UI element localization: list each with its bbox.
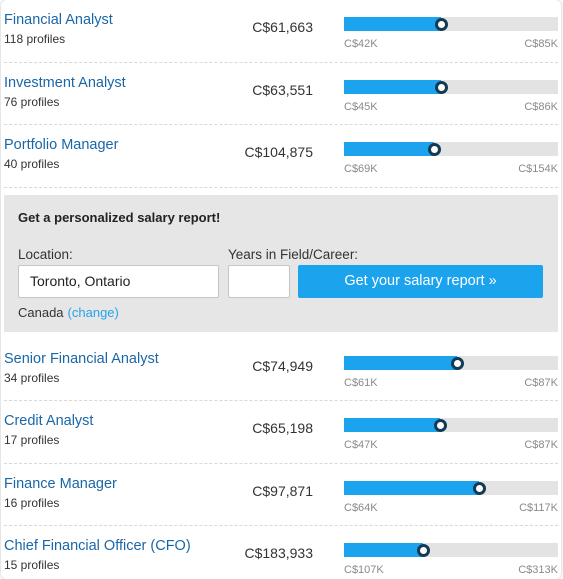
profile-count: 76 profiles: [4, 94, 60, 109]
salary-row: Financial Analyst 118 profiles C$61,663 …: [1, 0, 561, 62]
median-marker: [427, 143, 441, 156]
salary-row: Credit Analyst 17 profiles C$65,198 C$47…: [1, 401, 561, 463]
bottom-rows: Senior Financial Analyst 34 profiles C$7…: [1, 339, 561, 579]
median-salary: C$61,663: [252, 19, 313, 35]
profile-count: 118 profiles: [4, 32, 66, 46]
range-max-label: C$85K: [524, 38, 558, 50]
salary-row: Portfolio Manager 40 profiles C$104,875 …: [1, 125, 561, 187]
job-title-link[interactable]: Financial Analyst: [4, 12, 113, 28]
location-label: Location:: [18, 246, 73, 262]
job-title-link[interactable]: Chief Financial Officer (CFO): [4, 538, 191, 554]
profile-count: 17 profiles: [4, 433, 60, 447]
median-salary: C$97,871: [252, 482, 313, 499]
salary-row: Chief Financial Officer (CFO) 15 profile…: [1, 526, 561, 579]
profile-count: 34 profiles: [4, 370, 60, 385]
years-input[interactable]: [228, 264, 290, 298]
median-marker: [451, 356, 465, 370]
range-min-label: C$64K: [344, 501, 378, 514]
range-min-label: C$45K: [344, 100, 378, 113]
median-marker: [435, 80, 449, 94]
years-label: Years in Field/Career:: [228, 246, 359, 262]
median-marker: [435, 18, 449, 31]
job-title-link[interactable]: Senior Financial Analyst: [4, 350, 159, 367]
median-marker: [417, 544, 431, 557]
salary-range-bar: [344, 17, 558, 31]
salary-row: Senior Financial Analyst 34 profiles C$7…: [1, 339, 561, 401]
range-fill: [344, 418, 441, 432]
get-salary-report-button[interactable]: Get your salary report »: [298, 264, 543, 298]
median-salary: C$74,949: [252, 357, 313, 374]
range-max-label: C$313K: [518, 564, 558, 576]
row-divider: [4, 525, 558, 526]
country-name: Canada: [18, 304, 64, 320]
top-rows: Financial Analyst 118 profiles C$61,663 …: [1, 0, 561, 188]
row-divider: [4, 61, 558, 63]
range-min-label: C$47K: [344, 439, 378, 451]
range-min-label: C$69K: [344, 163, 378, 175]
salary-range-bar: [344, 418, 558, 432]
profile-count: 16 profiles: [4, 495, 60, 510]
row-divider: [4, 124, 558, 125]
location-input[interactable]: [18, 264, 219, 298]
promo-heading: Get a personalized salary report!: [18, 209, 221, 225]
range-fill: [344, 355, 458, 370]
salary-range-bar: [344, 543, 558, 557]
range-fill: [344, 543, 424, 557]
job-title-link[interactable]: Finance Manager: [4, 475, 117, 492]
job-title-link[interactable]: Portfolio Manager: [4, 137, 119, 153]
salary-range-bar: [344, 480, 558, 495]
median-marker: [434, 419, 448, 432]
range-min-label: C$61K: [344, 376, 378, 389]
salary-report-promo: Get a personalized salary report! Locati…: [4, 194, 558, 332]
median-salary: C$104,875: [244, 144, 313, 160]
range-max-label: C$87K: [524, 439, 558, 451]
salary-row: Investment Analyst 76 profiles C$63,551 …: [1, 63, 561, 125]
range-min-label: C$107K: [344, 564, 384, 576]
country-line: Canada (change): [18, 305, 119, 320]
median-salary: C$183,933: [244, 545, 313, 561]
job-title-link[interactable]: Credit Analyst: [4, 413, 94, 429]
change-country-link[interactable]: (change): [67, 304, 119, 320]
range-fill: [344, 17, 442, 31]
median-salary: C$63,551: [252, 81, 313, 98]
range-max-label: C$154K: [518, 163, 558, 175]
salary-range-bar: [344, 79, 558, 94]
row-divider: [4, 400, 558, 401]
salary-range-bar: [344, 142, 558, 156]
job-title-link[interactable]: Investment Analyst: [4, 74, 126, 91]
range-fill: [344, 480, 479, 495]
row-divider: [4, 462, 558, 464]
row-divider: [4, 186, 558, 188]
range-min-label: C$42K: [344, 38, 378, 50]
range-max-label: C$87K: [524, 376, 558, 389]
range-fill: [344, 142, 434, 156]
salary-row: Finance Manager 16 profiles C$97,871 C$6…: [1, 464, 561, 526]
range-max-label: C$86K: [524, 100, 558, 113]
salary-range-bar: [344, 355, 558, 370]
range-max-label: C$117K: [519, 501, 558, 514]
profile-count: 40 profiles: [4, 157, 60, 171]
range-fill: [344, 79, 442, 94]
median-marker: [472, 481, 486, 495]
profile-count: 15 profiles: [4, 558, 60, 572]
median-salary: C$65,198: [252, 420, 313, 436]
